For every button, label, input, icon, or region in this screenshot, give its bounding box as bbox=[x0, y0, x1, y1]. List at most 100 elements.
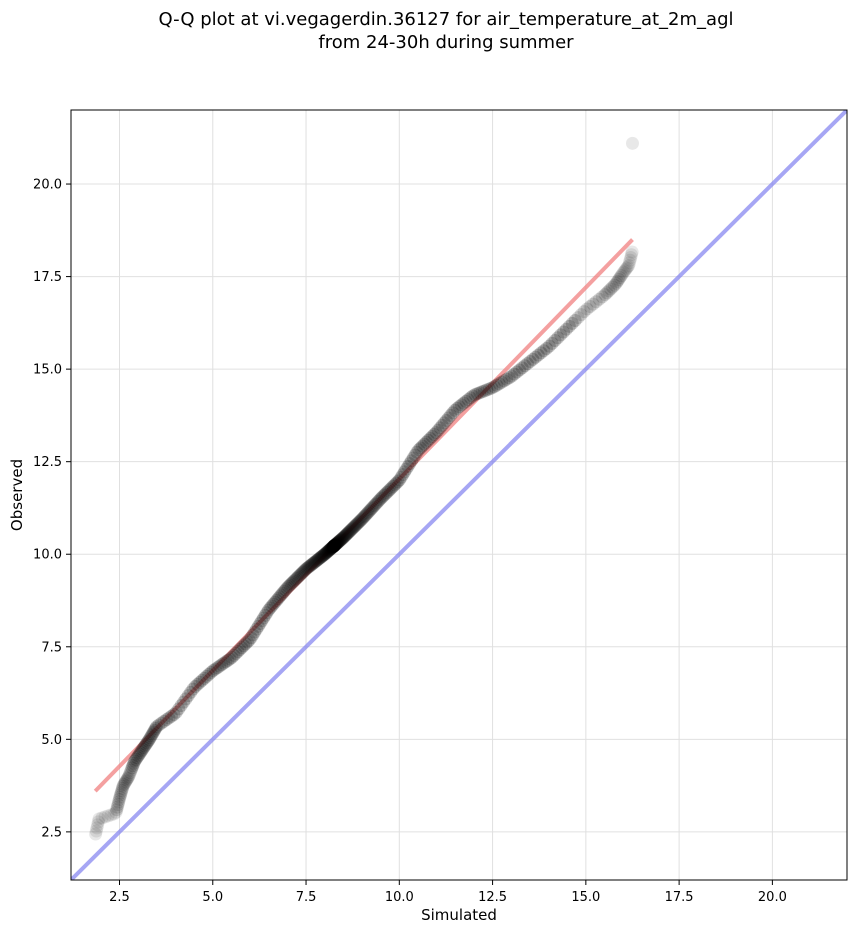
data-point bbox=[461, 393, 475, 407]
data-point bbox=[376, 490, 390, 504]
data-point bbox=[148, 723, 162, 737]
data-point bbox=[149, 722, 163, 736]
data-point bbox=[215, 658, 229, 672]
data-point bbox=[297, 564, 311, 578]
data-point bbox=[625, 245, 639, 259]
data-point bbox=[466, 389, 480, 403]
data-point bbox=[139, 737, 153, 751]
data-point bbox=[92, 812, 106, 826]
fit-line bbox=[93, 238, 634, 793]
data-point bbox=[325, 541, 339, 555]
data-point bbox=[446, 406, 460, 420]
data-point bbox=[326, 539, 340, 553]
data-point bbox=[276, 586, 290, 600]
data-point bbox=[240, 635, 254, 649]
data-point bbox=[607, 278, 621, 292]
data-point bbox=[313, 551, 327, 565]
data-point bbox=[577, 305, 591, 319]
identity-line bbox=[71, 110, 847, 880]
data-point bbox=[393, 473, 407, 487]
data-point bbox=[122, 768, 136, 782]
data-point bbox=[325, 540, 339, 554]
data-point bbox=[540, 342, 554, 356]
data-point bbox=[141, 734, 155, 748]
data-point bbox=[319, 546, 333, 560]
data-point bbox=[144, 729, 158, 743]
data-point bbox=[497, 374, 511, 388]
data-point bbox=[622, 259, 636, 273]
data-point bbox=[624, 248, 638, 262]
data-point bbox=[502, 371, 516, 385]
data-point bbox=[609, 276, 623, 290]
data-point bbox=[322, 543, 336, 557]
data-point bbox=[595, 290, 609, 304]
data-point bbox=[617, 265, 631, 279]
data-point bbox=[330, 536, 344, 550]
data-point bbox=[326, 540, 340, 554]
data-point bbox=[246, 628, 260, 642]
data-point bbox=[279, 583, 293, 597]
data-point bbox=[256, 611, 270, 625]
data-point bbox=[477, 384, 491, 398]
data-point bbox=[399, 462, 413, 476]
data-point bbox=[118, 776, 132, 790]
data-point bbox=[332, 534, 346, 548]
data-point bbox=[417, 437, 431, 451]
data-point bbox=[452, 400, 466, 414]
data-point bbox=[138, 739, 152, 753]
data-point bbox=[571, 311, 585, 325]
data-point bbox=[121, 771, 135, 785]
data-point bbox=[110, 800, 124, 814]
data-point bbox=[248, 625, 262, 639]
data-point bbox=[562, 319, 576, 333]
data-point bbox=[333, 533, 347, 547]
data-point bbox=[396, 468, 410, 482]
data-point bbox=[492, 377, 506, 391]
data-point bbox=[433, 421, 447, 435]
data-point bbox=[281, 580, 295, 594]
data-point bbox=[126, 759, 140, 773]
data-point bbox=[120, 773, 134, 787]
data-point bbox=[482, 382, 496, 396]
data-point bbox=[441, 411, 455, 425]
data-point bbox=[104, 808, 118, 822]
data-point bbox=[271, 592, 285, 606]
identity-line-group bbox=[71, 110, 847, 880]
data-point bbox=[244, 631, 258, 645]
data-point bbox=[188, 679, 202, 693]
data-point bbox=[374, 491, 388, 505]
data-point bbox=[401, 459, 415, 473]
data-point bbox=[448, 403, 462, 417]
data-point bbox=[284, 577, 298, 591]
data-point bbox=[157, 714, 171, 728]
data-point bbox=[362, 504, 376, 518]
data-point bbox=[114, 786, 128, 800]
data-point bbox=[287, 574, 301, 588]
data-point bbox=[327, 539, 341, 553]
data-point bbox=[531, 348, 545, 362]
data-point bbox=[349, 519, 363, 533]
data-point bbox=[167, 708, 181, 722]
data-point bbox=[354, 513, 368, 527]
data-point bbox=[431, 423, 445, 437]
data-point bbox=[219, 655, 233, 669]
data-points bbox=[89, 136, 639, 841]
data-point bbox=[253, 617, 267, 631]
data-point bbox=[574, 308, 588, 322]
data-point bbox=[408, 448, 422, 462]
data-point bbox=[534, 346, 548, 360]
data-point bbox=[312, 552, 326, 566]
data-point bbox=[327, 539, 341, 553]
data-point bbox=[619, 262, 633, 276]
data-point bbox=[184, 685, 198, 699]
data-point bbox=[510, 365, 524, 379]
data-point bbox=[133, 746, 147, 760]
data-point bbox=[329, 537, 343, 551]
data-point bbox=[463, 391, 477, 405]
data-point bbox=[310, 553, 324, 567]
data-point bbox=[412, 443, 426, 457]
chart-title-line-2: from 24-30h during summer bbox=[318, 32, 574, 53]
data-point bbox=[132, 747, 146, 761]
data-point bbox=[229, 646, 243, 660]
